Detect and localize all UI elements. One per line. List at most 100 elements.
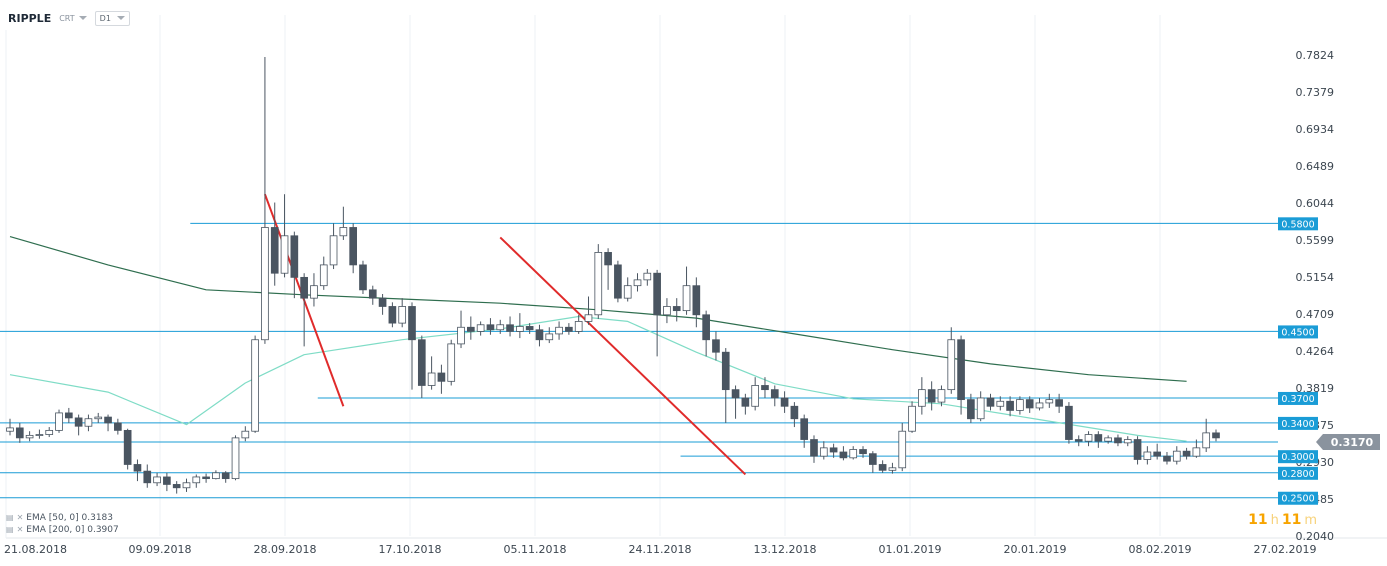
candle-body (1094, 434, 1103, 442)
candle-body (584, 314, 593, 322)
chart-type-dropdown[interactable]: CRT (59, 13, 87, 23)
legend-ema50[interactable]: ▤ ✕ EMA [50, 0] 0.3183 (6, 512, 119, 524)
candle-body (231, 437, 240, 480)
legend-ema200[interactable]: ▤ ✕ EMA [200, 0] 0.3907 (6, 524, 119, 536)
candle-body (937, 389, 946, 403)
ema50-line (9, 315, 1187, 442)
x-tick-label: 01.01.2019 (879, 543, 942, 556)
symbol-label[interactable]: RIPPLE (8, 11, 52, 25)
candle-body (800, 418, 809, 440)
candle-body (908, 405, 916, 432)
candle-body (761, 385, 769, 391)
candle-body (643, 272, 652, 281)
candle-body (163, 476, 171, 485)
current-price-bg (1316, 434, 1380, 451)
candle-body (614, 264, 622, 299)
candle-body (153, 476, 161, 484)
candle-body (466, 326, 475, 332)
timer-minutes: 11 (1281, 512, 1302, 528)
candle-body (1016, 399, 1024, 411)
candle-body (329, 235, 338, 266)
candle-body (506, 324, 514, 332)
candle-body (1133, 439, 1142, 460)
y-tick-label: 0.7379 (1296, 86, 1335, 99)
interval-label: D1 (99, 13, 111, 23)
candle-body (859, 449, 867, 455)
candles (6, 56, 1220, 494)
candle-body (535, 329, 544, 341)
candle-body (251, 339, 259, 432)
interval-dropdown[interactable]: D1 (94, 10, 130, 26)
candle-body (565, 326, 573, 332)
candle-body (427, 372, 436, 386)
level-tag-label: 0.2500 (1281, 494, 1314, 505)
close-icon[interactable]: ✕ (16, 525, 24, 534)
candle-body (15, 427, 24, 439)
candle-body (623, 285, 632, 299)
candle-body (368, 289, 377, 299)
y-tick-label: 0.7824 (1296, 49, 1335, 62)
level-tag[interactable]: 0.3700 (1278, 391, 1318, 405)
level-tag[interactable]: 0.2800 (1278, 466, 1318, 480)
candle-body (829, 447, 838, 453)
close-icon[interactable]: ✕ (16, 513, 24, 522)
candle-body (947, 339, 956, 391)
settings-icon[interactable]: ▤ (6, 525, 14, 534)
y-tick-label: 0.4264 (1296, 345, 1335, 358)
candle-body (839, 451, 848, 459)
candle-body (741, 397, 750, 407)
candle-body (261, 227, 269, 341)
candle-body (967, 399, 975, 420)
candle-body (1045, 399, 1054, 404)
level-tag-bg (1278, 450, 1318, 464)
y-tick-label: 0.3819 (1296, 382, 1335, 395)
chevron-down-icon (116, 16, 125, 20)
candle-body (1163, 455, 1171, 462)
level-tag-bg (1278, 491, 1318, 505)
x-tick-label: 05.11.2018 (504, 543, 567, 556)
candle-body (45, 429, 54, 435)
level-tag[interactable]: 0.3400 (1278, 416, 1318, 430)
candle-body (74, 417, 83, 427)
candle-body (221, 472, 230, 480)
candle-body (918, 389, 926, 407)
candle-body (6, 427, 14, 432)
candle-body (976, 397, 985, 420)
candle-body (270, 227, 279, 274)
candle-body (133, 464, 142, 472)
x-tick-label: 08.02.2019 (1129, 543, 1192, 556)
candle-body (123, 429, 132, 465)
candle-body (898, 430, 907, 469)
chart-toolbar: RIPPLE CRT D1 (8, 9, 130, 27)
level-tag[interactable]: 0.2500 (1278, 491, 1318, 505)
candle-body (1192, 447, 1201, 457)
candle-body (957, 339, 965, 401)
y-tick-label: 0.6044 (1296, 197, 1335, 210)
candle-body (84, 418, 93, 427)
level-tag[interactable]: 0.3000 (1278, 450, 1318, 464)
candle-body (182, 482, 191, 489)
level-tag[interactable]: 0.4500 (1278, 325, 1318, 339)
current-price-tag[interactable]: 0.3170 (1316, 434, 1380, 451)
candle-body (1074, 439, 1083, 442)
candle-timer: 11 h 11 m (1248, 512, 1317, 528)
settings-icon[interactable]: ▤ (6, 513, 14, 522)
candle-body (525, 326, 534, 331)
level-tag[interactable]: 0.5800 (1278, 217, 1318, 231)
chart-type-label: CRT (59, 13, 75, 23)
candle-body (114, 422, 122, 431)
candle-body (192, 476, 201, 484)
candle-body (94, 416, 103, 420)
candle-body (1202, 432, 1211, 449)
candle-body (408, 306, 416, 341)
level-tag-bg (1278, 416, 1318, 430)
candle-body (888, 467, 897, 471)
chevron-down-icon (78, 16, 87, 20)
candle-body (810, 439, 818, 457)
candle-body (1153, 451, 1162, 457)
candle-body (653, 272, 661, 316)
candle-body (819, 447, 828, 457)
candle-body (1035, 402, 1044, 409)
axes: 0.7824 0.7379 0.6934 0.6489 0.6044 0.5599 0.51… (4, 49, 1334, 556)
